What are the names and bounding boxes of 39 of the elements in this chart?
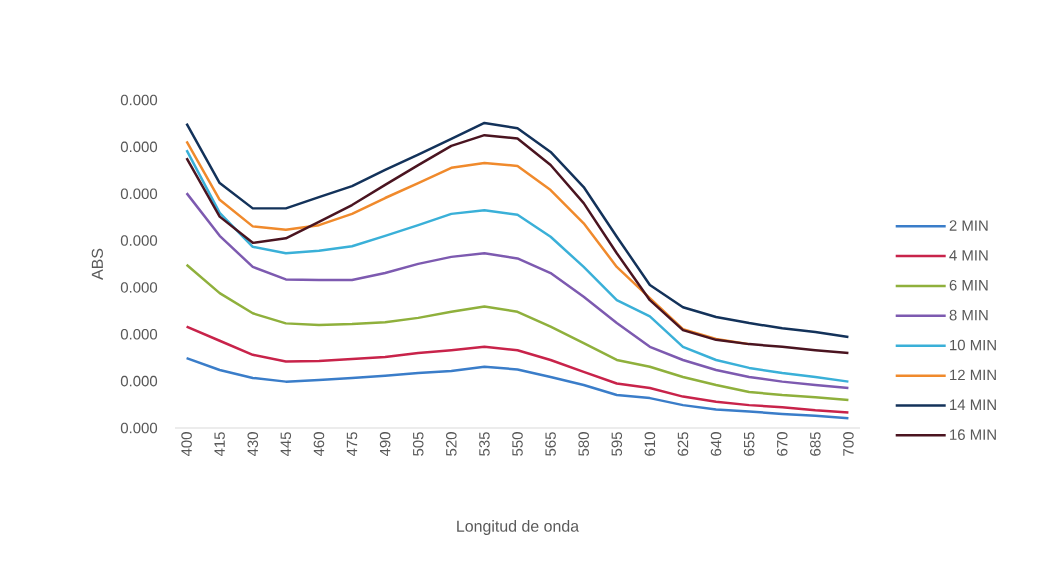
legend-label: 2 MIN	[949, 220, 988, 231]
x-tick-label: 640	[710, 432, 722, 456]
x-tick-label: 490	[379, 432, 391, 457]
x-tick-label: 670	[776, 432, 788, 456]
legend-label: 4 MIN	[949, 250, 988, 261]
x-tick-label: 400	[181, 432, 192, 457]
x-tick-label: 580	[578, 432, 589, 456]
x-tick-label: 685	[810, 432, 821, 456]
x-tick-label: 505	[412, 432, 424, 456]
x-tick-label: 415	[214, 432, 225, 457]
text: 0.000	[120, 235, 158, 246]
text: 0.000	[120, 375, 158, 387]
text: 0.000	[120, 94, 158, 106]
x-tick-label: 700	[843, 432, 854, 456]
legend-label: 8 MIN	[949, 309, 988, 321]
x-tick-label: 550	[512, 432, 523, 456]
x-tick-label: 445	[280, 432, 292, 457]
x-tick-label: 565	[545, 432, 556, 456]
text: 0.000	[120, 141, 158, 153]
x-axis-title: Longitud de onda	[457, 520, 580, 535]
y-axis-title: ABS	[91, 248, 103, 280]
text: 0.000	[120, 328, 158, 340]
text: 0.000	[120, 188, 158, 199]
text: 0.000	[120, 282, 158, 293]
legend-label: 16 MIN	[950, 429, 996, 440]
x-tick-label: 460	[313, 432, 325, 457]
legend-label: 10 MIN	[950, 339, 996, 351]
x-tick-label: 535	[479, 432, 490, 456]
x-tick-label: 625	[677, 432, 689, 456]
x-tick-label: 475	[346, 432, 358, 457]
x-tick-label: 655	[743, 432, 755, 456]
x-tick-label: 520	[446, 432, 457, 456]
legend-label: 6 MIN	[949, 279, 988, 291]
x-tick-label: 610	[644, 432, 656, 456]
legend-label: 12 MIN	[950, 369, 996, 381]
x-tick-label: 430	[247, 432, 259, 457]
x-tick-label: 595	[611, 432, 623, 456]
legend-label: 14 MIN	[950, 399, 996, 410]
text: 0.000	[120, 422, 158, 434]
